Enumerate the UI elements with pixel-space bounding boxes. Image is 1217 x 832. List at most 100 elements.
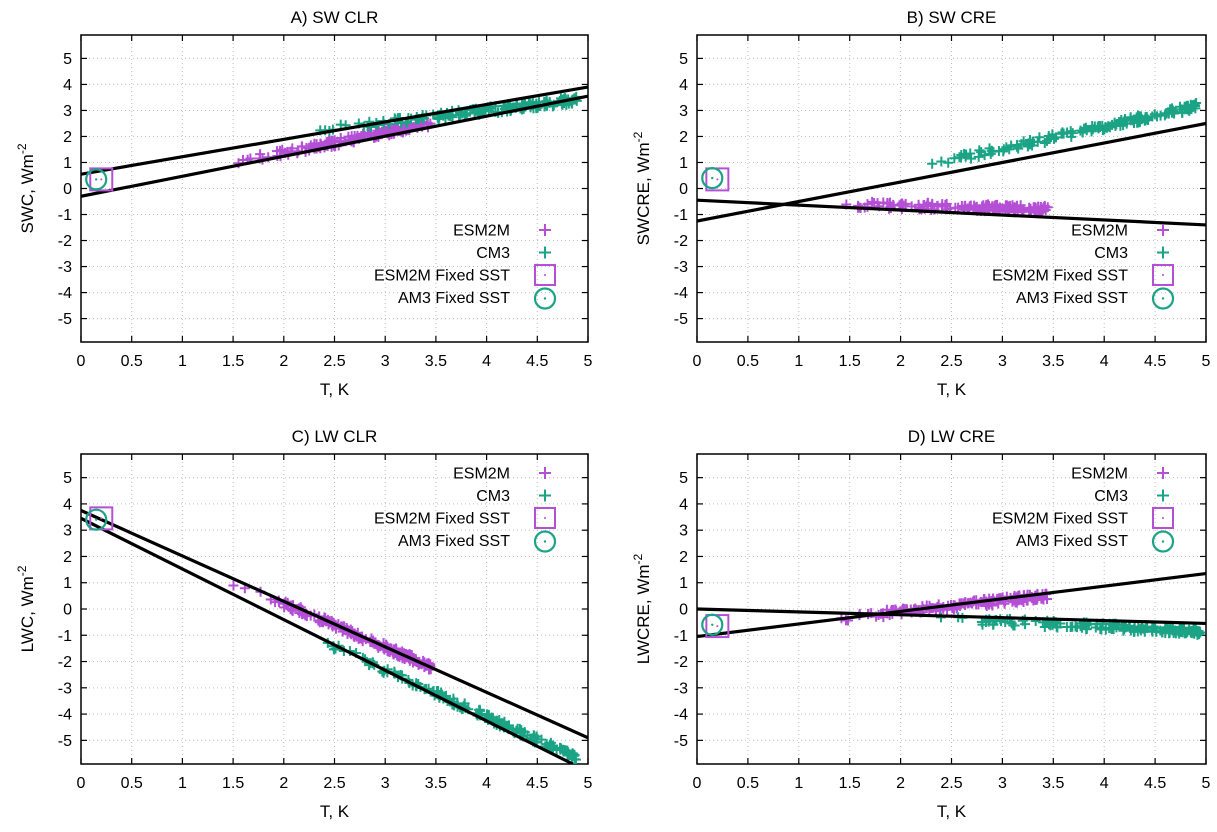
y-tick-label: -5 (674, 311, 688, 328)
legend: ESM2M CM3 ESM2M Fixed SST AM3 Fixed SST (992, 466, 1175, 553)
legend-label: ESM2M Fixed SST (992, 511, 1128, 528)
x-tick-label: 4.5 (1144, 775, 1166, 792)
legend: ESM2M CM3 ESM2M Fixed SST AM3 Fixed SST (374, 223, 557, 310)
marker-dot (711, 623, 714, 626)
esm2m-fixed-sst-marker (89, 167, 114, 192)
data-point (999, 598, 1010, 609)
data-point (882, 198, 893, 209)
data-point (388, 124, 399, 135)
legend-label: CM3 (1094, 488, 1128, 505)
y-tick-label: 3 (679, 103, 688, 120)
data-point (315, 138, 326, 149)
data-point (445, 110, 456, 121)
x-axis-label: T, K (937, 802, 967, 821)
data-point (985, 148, 996, 159)
data-point (1081, 125, 1092, 136)
legend-symbol (539, 246, 551, 259)
data-point (228, 580, 239, 591)
data-point (1030, 205, 1041, 216)
am3-fixed-sst-marker (85, 168, 108, 191)
data-point (447, 112, 458, 123)
legend-symbol-dot (544, 517, 546, 519)
y-tick-label: -1 (674, 628, 688, 645)
fit-line (697, 607, 1206, 626)
data-point (1087, 124, 1098, 135)
x-tick-label: 1 (794, 353, 803, 370)
y-tick-label: 1 (63, 575, 72, 592)
data-point (1179, 101, 1190, 112)
x-tick-label: 3 (381, 353, 390, 370)
y-tick-label: 2 (63, 549, 72, 566)
y-tick-label: 5 (63, 470, 72, 487)
legend-symbol (539, 489, 551, 502)
panel-title: A) SW CLR (291, 8, 379, 27)
data-point (1100, 122, 1111, 133)
data-area (81, 85, 588, 198)
legend-label: ESM2M Fixed SST (992, 268, 1128, 285)
x-tick-label: 2.5 (940, 775, 962, 792)
fit-line (697, 571, 1206, 639)
y-tick-label: 2 (679, 549, 688, 566)
y-axis-label: LWCRE, Wm-2 (631, 553, 653, 664)
data-point (1050, 132, 1061, 143)
y-tick-label: 5 (679, 470, 688, 487)
x-tick-label: 0.5 (737, 353, 759, 370)
marker-dot (711, 176, 714, 180)
panel-1: 0 0.5 1 1.5 2 2.5 3 3.5 4 4.5 5 -5 -4 -3 -2 -1 0 1 2 3 4 5 A) … (15, 8, 593, 399)
data-point (335, 132, 346, 143)
y-tick-label: -4 (58, 285, 72, 302)
y-tick-label: 4 (679, 496, 688, 513)
y-tick-label: 1 (679, 575, 688, 592)
x-tick-label: 5 (1202, 353, 1211, 370)
legend-symbol (1152, 264, 1174, 286)
x-tick-label: 4.5 (526, 775, 548, 792)
legend-symbol (1157, 489, 1169, 502)
legend-symbol (539, 224, 551, 236)
x-tick-label: 2.5 (323, 353, 345, 370)
legend-symbol (1152, 507, 1174, 529)
data-point (1081, 623, 1092, 634)
x-tick-label: 4.5 (1144, 353, 1166, 370)
y-tick-label: -1 (58, 628, 72, 645)
panel-title: B) SW CRE (907, 8, 997, 27)
data-point (959, 201, 970, 212)
x-tick-label: 1 (178, 353, 187, 370)
data-point (943, 157, 954, 168)
x-tick-label: 1.5 (222, 775, 244, 792)
x-tick-label: 1.5 (222, 353, 244, 370)
data-point (524, 97, 535, 108)
y-tick-label: 1 (679, 155, 688, 172)
marker-dot (716, 625, 719, 628)
x-tick-label: 4 (482, 353, 491, 370)
data-area (697, 571, 1206, 640)
data-point (1047, 619, 1058, 630)
data-point (473, 107, 484, 118)
x-tick-label: 1 (178, 775, 187, 792)
legend: ESM2M CM3 ESM2M Fixed SST AM3 Fixed SST (374, 466, 557, 553)
y-tick-label: -4 (58, 707, 72, 724)
fit-line (81, 509, 588, 740)
legend-label: AM3 Fixed SST (1016, 290, 1128, 307)
x-tick-label: 2.5 (323, 775, 345, 792)
y-tick-label: -2 (58, 233, 72, 250)
legend-symbol (1157, 224, 1169, 236)
y-tick-label: 2 (679, 129, 688, 146)
data-point (275, 145, 286, 156)
x-tick-label: 1 (794, 775, 803, 792)
legend-label: AM3 Fixed SST (398, 533, 510, 550)
marker-dot (100, 517, 103, 520)
data-point (1164, 623, 1175, 634)
y-tick-label: 4 (63, 496, 72, 513)
legend-symbol-dot (544, 274, 546, 276)
data-point (936, 156, 947, 167)
data-point (279, 602, 290, 613)
y-tick-label: 0 (63, 602, 72, 619)
data-point (994, 203, 1005, 214)
panel-title: C) LW CLR (292, 427, 378, 446)
data-point (1006, 618, 1017, 629)
y-tick-label: 5 (679, 51, 688, 68)
data-point (872, 198, 883, 209)
data-point (1190, 625, 1201, 636)
